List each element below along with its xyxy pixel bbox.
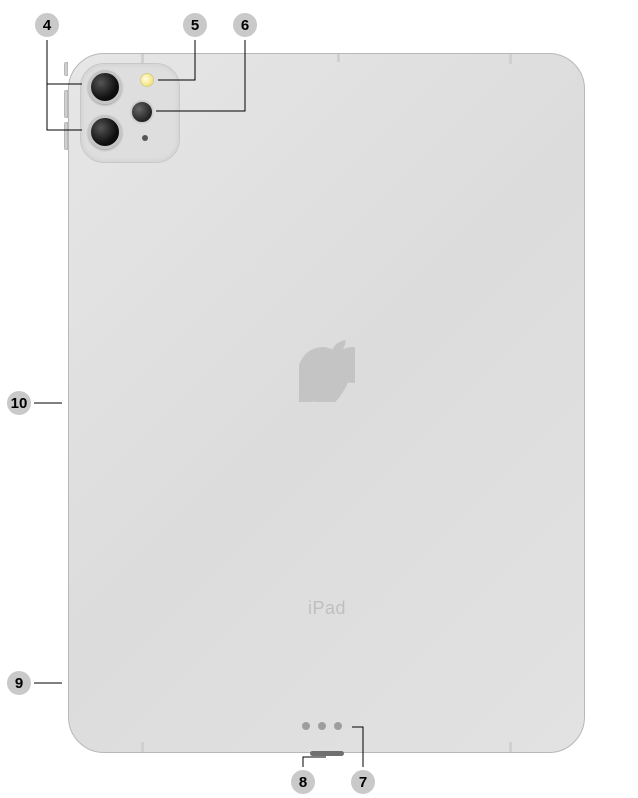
callout-10: 10 — [4, 388, 34, 418]
callout-8: 8 — [288, 767, 318, 797]
callout-6: 6 — [230, 10, 260, 40]
callout-5: 5 — [180, 10, 210, 40]
leader-lines — [0, 0, 638, 798]
callout-7: 7 — [348, 767, 378, 797]
callout-9: 9 — [4, 668, 34, 698]
callout-4: 4 — [32, 10, 62, 40]
